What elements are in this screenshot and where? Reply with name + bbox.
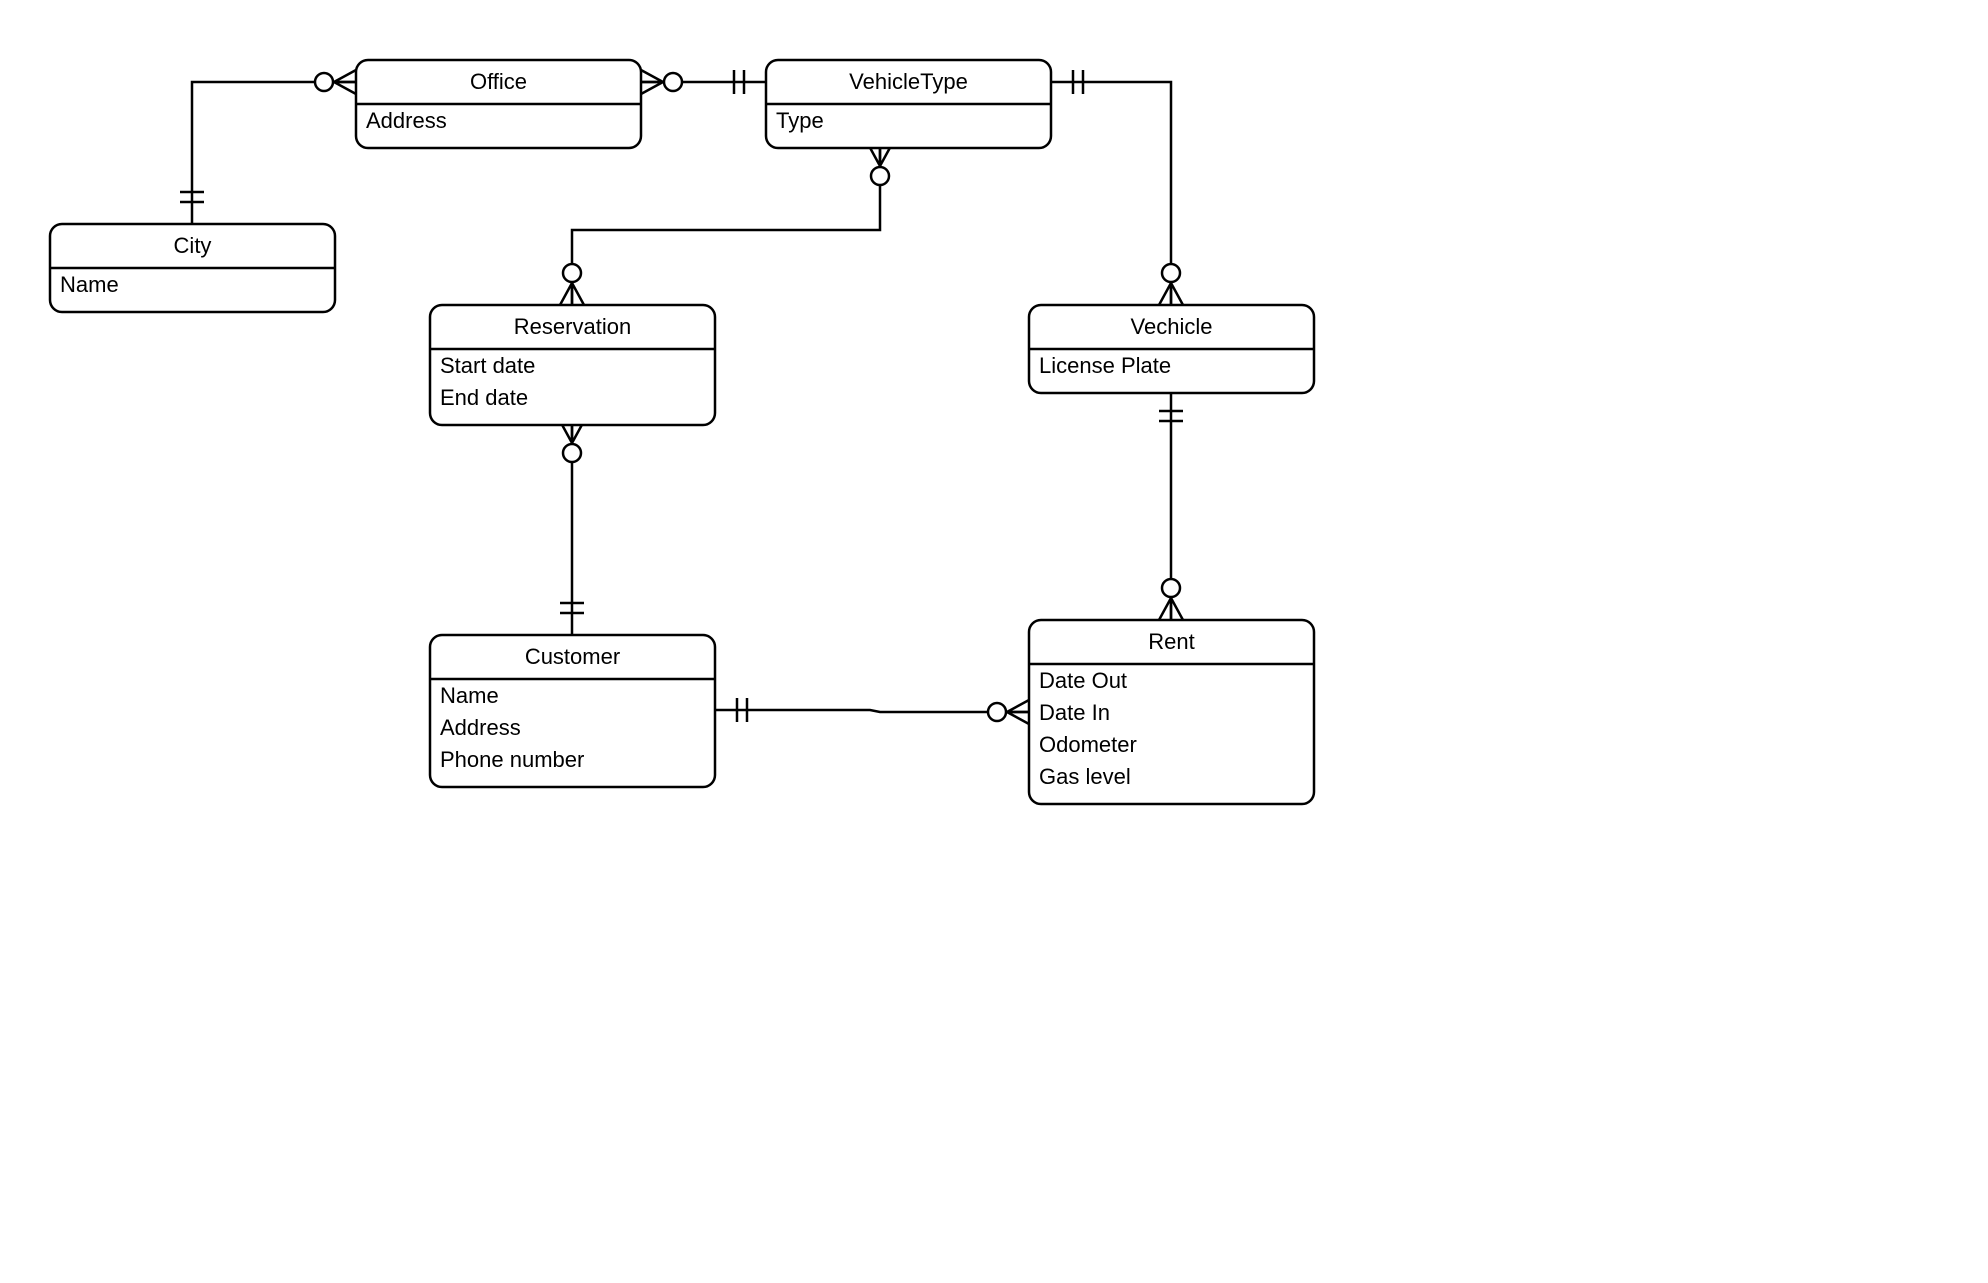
entity-rent: Rent Date Out Date In Odometer Gas level — [1029, 620, 1314, 804]
edge-customer-rent — [715, 698, 1029, 724]
entity-reservation-title: Reservation — [514, 314, 631, 339]
edge-vehicletype-vehicle — [1051, 70, 1183, 305]
entity-reservation: Reservation Start date End date — [430, 305, 715, 425]
entity-vehicletype-attr: Type — [776, 108, 824, 133]
entity-office-title: Office — [470, 69, 527, 94]
edge-city-office — [180, 70, 356, 224]
entity-customer-attr: Name — [440, 683, 499, 708]
entity-rent-attr: Date In — [1039, 700, 1110, 725]
entity-office: Office Address — [356, 60, 641, 148]
entity-rent-attr: Odometer — [1039, 732, 1137, 757]
entity-office-attr: Address — [366, 108, 447, 133]
entity-vehicle-title: Vechicle — [1131, 314, 1213, 339]
entity-reservation-attr: Start date — [440, 353, 535, 378]
entity-city: City Name — [50, 224, 335, 312]
entities-layer: Office Address VehicleType Type City Name Rese… — [50, 60, 1314, 804]
entity-vehicletype-title: VehicleType — [849, 69, 968, 94]
entity-customer-title: Customer — [525, 644, 620, 669]
entity-vehicle: Vechicle License Plate — [1029, 305, 1314, 393]
entity-city-attr: Name — [60, 272, 119, 297]
entity-vehicle-attr: License Plate — [1039, 353, 1171, 378]
entity-vehicletype: VehicleType Type — [766, 60, 1051, 148]
entity-customer-attr: Address — [440, 715, 521, 740]
entity-city-title: City — [174, 233, 212, 258]
entity-rent-title: Rent — [1148, 629, 1194, 654]
entity-rent-attr: Date Out — [1039, 668, 1127, 693]
entity-customer: Customer Name Address Phone number — [430, 635, 715, 787]
entity-customer-attr: Phone number — [440, 747, 584, 772]
entity-reservation-attr: End date — [440, 385, 528, 410]
entity-rent-attr: Gas level — [1039, 764, 1131, 789]
er-diagram: Office Address VehicleType Type City Name Rese… — [0, 0, 1988, 1283]
edge-reservation-customer — [560, 421, 584, 635]
edge-vehicletype-reservation — [560, 144, 892, 305]
edge-vehicle-rent — [1159, 389, 1183, 620]
edge-office-vehicletype — [641, 70, 766, 94]
